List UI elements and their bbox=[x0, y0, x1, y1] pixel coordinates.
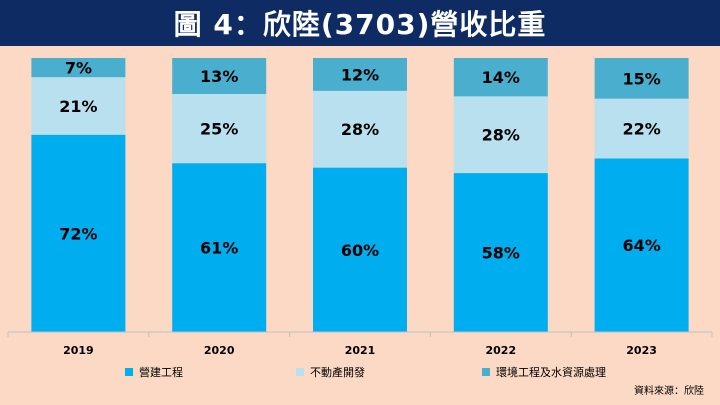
legend-item-construction: 營建工程 bbox=[125, 364, 183, 380]
legend: 營建工程 不動產開發 環境工程及水資源處理 bbox=[0, 364, 720, 384]
data-label-2019-series-0: 72% bbox=[59, 224, 97, 243]
data-label-2019-series-2: 7% bbox=[65, 59, 92, 78]
bar-segment-2019-series-2 bbox=[31, 58, 126, 78]
data-label-2021-series-2: 12% bbox=[341, 65, 379, 84]
legend-item-real-estate: 不動產開發 bbox=[296, 364, 365, 380]
bar-segment-2019-series-1 bbox=[31, 77, 126, 135]
data-label-2023-series-0: 64% bbox=[622, 236, 660, 255]
data-label-2019-series-1: 21% bbox=[59, 97, 97, 116]
bar-segment-2021-series-0 bbox=[313, 167, 407, 332]
data-label-2020-series-0: 61% bbox=[200, 239, 238, 258]
bar-segment-2023-series-1 bbox=[594, 98, 689, 159]
data-label-2020-series-2: 13% bbox=[200, 67, 238, 86]
bar-segment-2020-series-1 bbox=[172, 93, 267, 164]
bar-segment-2022-series-0 bbox=[453, 173, 548, 332]
bar-segment-2021-series-2 bbox=[313, 58, 407, 91]
legend-swatch-construction bbox=[125, 368, 133, 376]
legend-label-environmental: 環境工程及水資源處理 bbox=[496, 366, 606, 379]
data-label-2021-series-0: 60% bbox=[341, 241, 379, 260]
x-tick-label-2019: 2019 bbox=[63, 344, 94, 356]
source-note: 資料來源：欣陸 bbox=[634, 386, 704, 397]
x-tick-label-2021: 2021 bbox=[345, 344, 376, 356]
chart-panel: 72% 21% 7% 2019 61% 25% 13% 2020 60% 28% 12% 2021 58… bbox=[0, 46, 720, 405]
x-tick-label-2020: 2020 bbox=[204, 344, 235, 356]
bar-segment-2020-series-2 bbox=[172, 58, 267, 94]
legend-label-real-estate: 不動產開發 bbox=[310, 366, 365, 379]
bar-segment-2020-series-0 bbox=[172, 163, 267, 332]
data-label-2020-series-1: 25% bbox=[200, 120, 238, 139]
legend-swatch-environmental bbox=[482, 368, 490, 376]
bar-segment-2021-series-1 bbox=[313, 90, 407, 168]
bar-segment-2019-series-0 bbox=[31, 134, 126, 332]
chart-title-text: 圖 4：欣陸(3703)營收比重 bbox=[173, 8, 547, 41]
bar-segment-2023-series-0 bbox=[594, 158, 689, 332]
chart-title: 圖 4：欣陸(3703)營收比重 bbox=[0, 0, 720, 46]
bar-segment-2022-series-1 bbox=[453, 96, 548, 174]
data-label-2023-series-1: 22% bbox=[622, 120, 660, 139]
data-label-2022-series-2: 14% bbox=[482, 68, 520, 87]
legend-item-environmental: 環境工程及水資源處理 bbox=[482, 364, 606, 380]
legend-label-construction: 營建工程 bbox=[139, 366, 183, 379]
data-label-2022-series-1: 28% bbox=[482, 126, 520, 145]
data-label-2023-series-2: 15% bbox=[622, 69, 660, 88]
bar-segment-2022-series-2 bbox=[453, 58, 548, 97]
bar-segment-2023-series-2 bbox=[594, 58, 689, 99]
data-label-2022-series-0: 58% bbox=[482, 244, 520, 263]
legend-swatch-real-estate bbox=[296, 368, 304, 376]
x-tick-label-2023: 2023 bbox=[626, 344, 657, 356]
data-label-2021-series-1: 28% bbox=[341, 120, 379, 139]
stacked-bar-chart: 72% 21% 7% 2019 61% 25% 13% 2020 60% 28% 12% 2021 58… bbox=[7, 58, 713, 356]
x-tick-label-2022: 2022 bbox=[485, 344, 516, 356]
